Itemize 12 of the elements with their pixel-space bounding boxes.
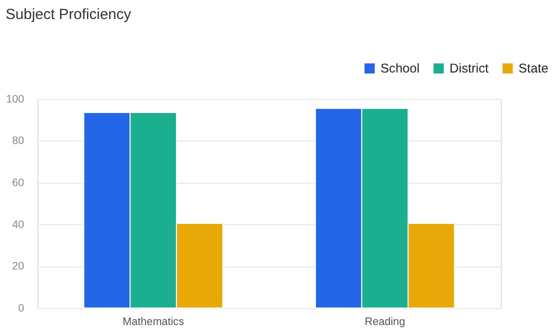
y-tick-label: 60: [12, 177, 24, 190]
legend-label: School: [380, 60, 420, 76]
y-tick-label: 20: [12, 260, 24, 273]
x-tick-label: Reading: [364, 316, 406, 328]
legend-label: District: [450, 60, 490, 76]
y-tick-label: 0: [18, 302, 24, 314]
legend-label: State: [518, 60, 548, 76]
x-tick-label: Mathematics: [122, 316, 185, 328]
y-tick-label: 80: [12, 135, 24, 148]
y-tick-label: 100: [6, 93, 24, 106]
chart-title: Subject Proficiency: [6, 7, 132, 24]
y-tick-label: 40: [12, 218, 24, 231]
